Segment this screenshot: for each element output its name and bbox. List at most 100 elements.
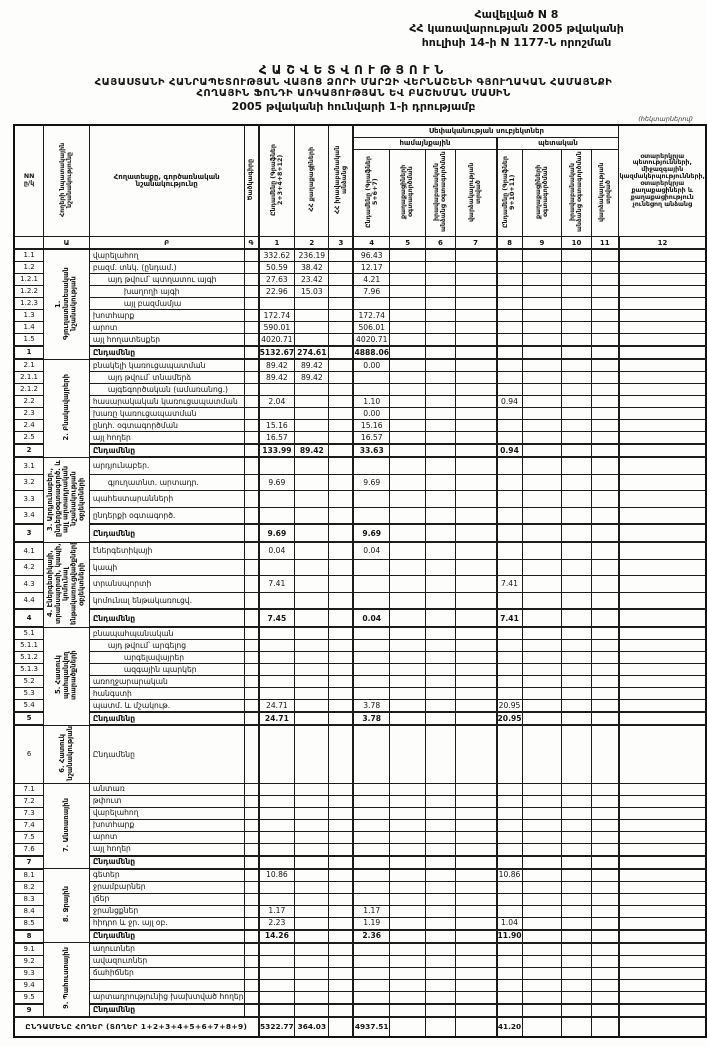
cell-9-c4 bbox=[352, 1002, 391, 1018]
cell-2.2-c12 bbox=[617, 395, 707, 409]
cell-2.2-c7 bbox=[454, 395, 498, 409]
section-label-9-text: 9. Պահուստային bbox=[61, 947, 70, 1010]
cell-3.3-c1 bbox=[257, 490, 296, 508]
cell-9-c7 bbox=[454, 1002, 498, 1018]
row-number-4.1: 4.1 bbox=[13, 541, 45, 560]
table-row-2.3: 2.3 խառը կառուցապատման 0.00 bbox=[13, 407, 707, 421]
row-label-2.1.1: այդ թվում՝ տնամերձ bbox=[88, 371, 245, 385]
cell-2.3-c8 bbox=[495, 407, 523, 421]
col-header-c9: քաղաքացիների օգտագործման bbox=[521, 149, 563, 238]
cell-3.3-c3 bbox=[328, 490, 354, 508]
cell-5-c7 bbox=[454, 711, 498, 727]
cell-3.4-c5 bbox=[389, 506, 427, 525]
title-line-2: ՀԱՅԱՍՏԱՆԻ ՀԱՆՐԱՊԵՏՈՒԹՅԱՆ ՎԱՅՈՑ ՁՈՐԻ ՄԱՐԶ… bbox=[94, 77, 613, 89]
cell-4.1-c10 bbox=[561, 541, 592, 560]
cell-9.1-c2 bbox=[294, 942, 330, 956]
cell-3.3-c4 bbox=[352, 490, 391, 508]
cell-9-c11 bbox=[590, 1002, 620, 1018]
cell-5-c3 bbox=[328, 711, 354, 727]
cell-5.1.3-c3 bbox=[328, 663, 354, 677]
cell-4.2-c5 bbox=[389, 558, 427, 577]
table-row-4.3: 4.3 տրանսպորտի 7.41 7.41 bbox=[13, 575, 707, 593]
row-label-9.2: ավազուտներ bbox=[88, 954, 245, 968]
cell-2.1.2-c12 bbox=[617, 383, 707, 397]
cell-1.2.3-c7 bbox=[454, 297, 498, 311]
cell-7.4-code bbox=[243, 818, 260, 832]
col-header-c3-text: ՀՀ իրավաբանական անձանց bbox=[333, 145, 348, 214]
cell-8.1-c3 bbox=[328, 868, 354, 882]
cell-2.1.1-c6 bbox=[425, 371, 456, 385]
cell-8.3-c12 bbox=[617, 892, 707, 906]
section-label-5: 5. Հատուկ պահպանվող տարածքների bbox=[43, 626, 90, 726]
cell-5.1-c3 bbox=[328, 626, 354, 641]
cell-1.2.3-c5 bbox=[389, 297, 427, 311]
col-number-6: 6 bbox=[425, 236, 456, 251]
cell-2.1.1-c8 bbox=[495, 371, 523, 385]
cell-2.5-code bbox=[243, 431, 260, 445]
cell-9-c1 bbox=[257, 1002, 296, 1018]
cell-8.2-c9 bbox=[521, 880, 563, 894]
table-row-2: 2 Ընդամենը 133.99 89.42 33.63 0.94 bbox=[13, 443, 707, 459]
row-number-1.1: 1.1 bbox=[13, 248, 45, 263]
cell-7.5-c5 bbox=[389, 830, 427, 844]
row-number-3: 3 bbox=[13, 523, 45, 544]
cell-2.5-c12 bbox=[617, 431, 707, 445]
cell-4.1-c7 bbox=[454, 541, 498, 560]
cell-1.3-c10 bbox=[561, 309, 592, 323]
cell-8.4-c9 bbox=[521, 904, 563, 918]
cell-5.2-c4 bbox=[352, 675, 391, 689]
cell-3.4-c1 bbox=[257, 506, 296, 525]
cell-7.3-c11 bbox=[590, 806, 620, 820]
cell-2-code bbox=[243, 443, 260, 459]
table-row-5.4: 5.4 պատմ. և մշակութ. 24.71 3.78 20.95 bbox=[13, 699, 707, 713]
table-row-7.4: 7.4 խոտհարք bbox=[13, 818, 707, 832]
cell-8.2-c7 bbox=[454, 880, 498, 894]
cell-1.1-c9 bbox=[521, 248, 563, 263]
row-number-2.5: 2.5 bbox=[13, 431, 45, 445]
cell-total-c1: 5322.77 bbox=[257, 1015, 296, 1038]
cell-8-c9 bbox=[521, 928, 563, 944]
cell-4.4-c5 bbox=[389, 591, 427, 610]
cell-2.3-c4: 0.00 bbox=[352, 407, 391, 421]
cell-2.2-c6 bbox=[425, 395, 456, 409]
cell-1.5-c12 bbox=[617, 333, 707, 347]
cell-8.5-c3 bbox=[328, 916, 354, 931]
cell-1.4-c8 bbox=[495, 321, 523, 335]
cell-8-c4: 2.36 bbox=[352, 928, 391, 944]
cell-5.2-c10 bbox=[561, 675, 592, 689]
cell-5-c1: 24.71 bbox=[257, 711, 296, 727]
cell-4.1-c5 bbox=[389, 541, 427, 560]
col-number-1: 1 bbox=[257, 236, 296, 251]
cell-9.1-c1 bbox=[257, 942, 296, 956]
cell-7.5-c7 bbox=[454, 830, 498, 844]
cell-4.4-c9 bbox=[521, 591, 563, 610]
cell-2-c5 bbox=[389, 443, 427, 459]
cell-1.4-c4: 506.01 bbox=[352, 321, 391, 335]
cell-2.1.2-c8 bbox=[495, 383, 523, 397]
cell-9.4-c11 bbox=[590, 978, 620, 992]
cell-1.5-c2 bbox=[294, 333, 330, 347]
row-label-5.3: հանգստի bbox=[88, 687, 245, 701]
row-number-6: 6 bbox=[13, 724, 45, 784]
table-row-2.1.2: 2.1.2 այգեգործական (ամառանոց.) bbox=[13, 383, 707, 397]
cell-4-c12 bbox=[617, 608, 707, 629]
cell-4.3-code bbox=[243, 575, 260, 593]
cell-5.1-c1 bbox=[257, 626, 296, 641]
cell-2.2-c11 bbox=[590, 395, 620, 409]
table-row-3.2: 3.2 գյուղատնտ. արտադր. 9.69 9.69 bbox=[13, 473, 707, 492]
cell-4-c7 bbox=[454, 608, 498, 629]
cell-9.1-c8 bbox=[495, 942, 523, 956]
cell-4.3-c6 bbox=[425, 575, 456, 593]
cell-1.2.3-c1 bbox=[257, 297, 296, 311]
col-number-Գ: Գ bbox=[243, 236, 260, 251]
cell-1.2.2-c10 bbox=[561, 285, 592, 299]
cell-1.2.3-c8 bbox=[495, 297, 523, 311]
cell-3.1-c11 bbox=[590, 456, 620, 475]
cell-5-code bbox=[243, 711, 260, 727]
cell-1.2-code bbox=[243, 261, 260, 275]
cell-1.5-c5 bbox=[389, 333, 427, 347]
row-number-1.2.2: 1.2.2 bbox=[13, 285, 45, 299]
cell-2.2-code bbox=[243, 395, 260, 409]
header-row-columns: Ընդամենը (Գրաֆներ 5+6+7) քաղաքացիների օգտ… bbox=[14, 149, 706, 238]
cell-2.3-c3 bbox=[328, 407, 354, 421]
